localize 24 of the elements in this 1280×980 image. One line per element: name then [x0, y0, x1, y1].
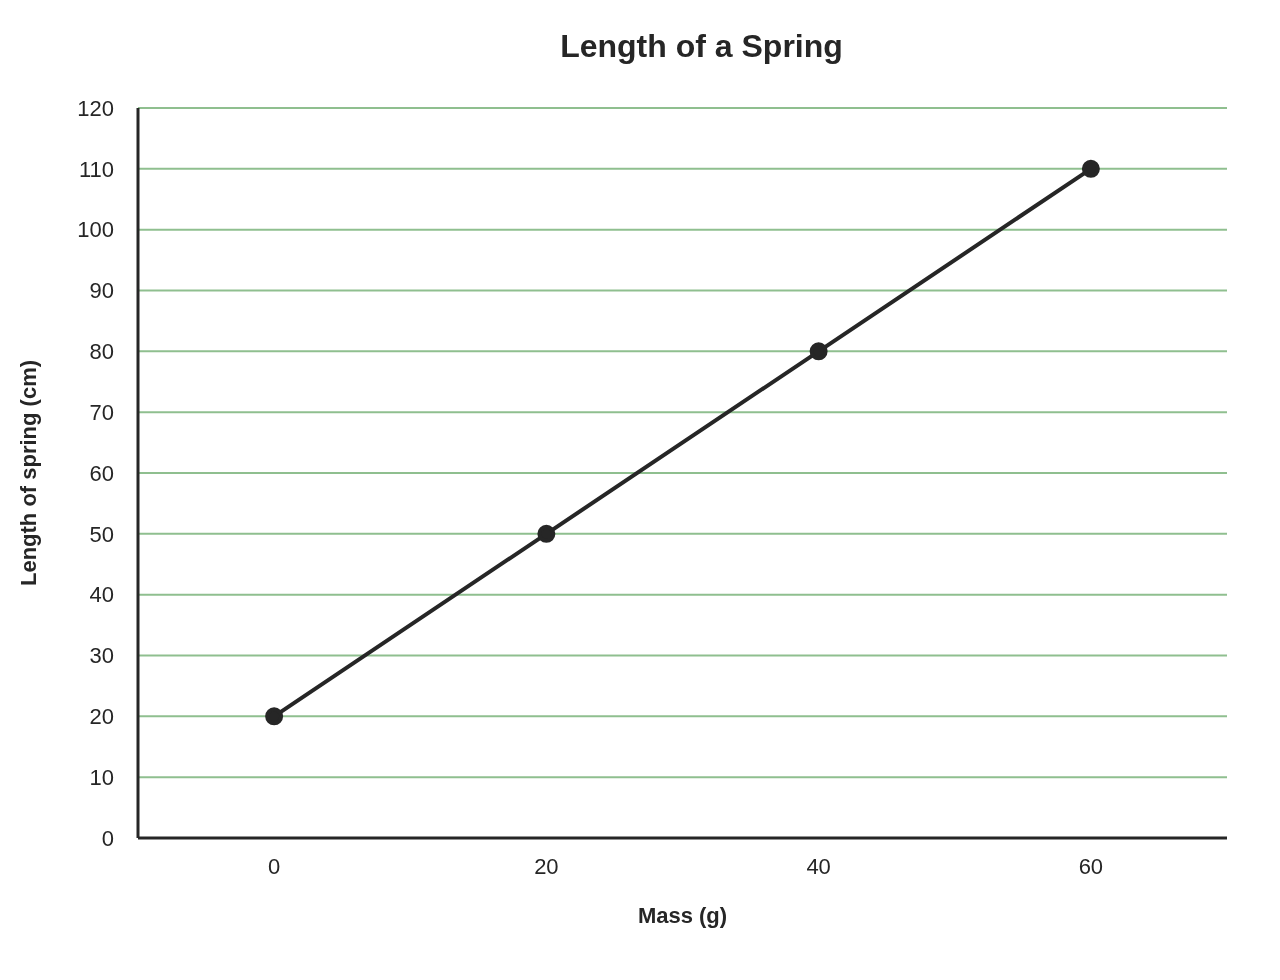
point — [1081, 159, 1100, 178]
y-tick-label: 20 — [89, 704, 114, 730]
y-tick-label: 10 — [89, 764, 114, 790]
y-tick-label: 50 — [89, 521, 114, 547]
y-tick-label: 110 — [78, 156, 114, 182]
y-tick-label: 60 — [89, 460, 114, 486]
x-tick-label: 20 — [534, 853, 559, 879]
y-tick-label: 40 — [89, 582, 114, 608]
point — [537, 524, 556, 543]
point — [809, 342, 828, 361]
x-tick-label: 60 — [1078, 853, 1104, 879]
y-tick-label: 70 — [89, 399, 114, 425]
x-tick-label: 40 — [806, 853, 831, 879]
x-tick-label: 0 — [268, 853, 281, 879]
y-tick-label: 30 — [89, 643, 114, 669]
y-tick-label: 0 — [101, 825, 114, 851]
y-tick-label: 80 — [89, 339, 114, 365]
y-tick-label: 100 — [77, 217, 114, 243]
y-tick-label: 90 — [89, 278, 114, 304]
y-tick-label: 120 — [77, 95, 114, 121]
y-axis-title: Length of spring (cm) — [15, 359, 41, 587]
point — [265, 707, 284, 726]
chart-title: Length of a Spring — [559, 28, 844, 65]
x-axis-title: Mass (g) — [637, 903, 728, 928]
